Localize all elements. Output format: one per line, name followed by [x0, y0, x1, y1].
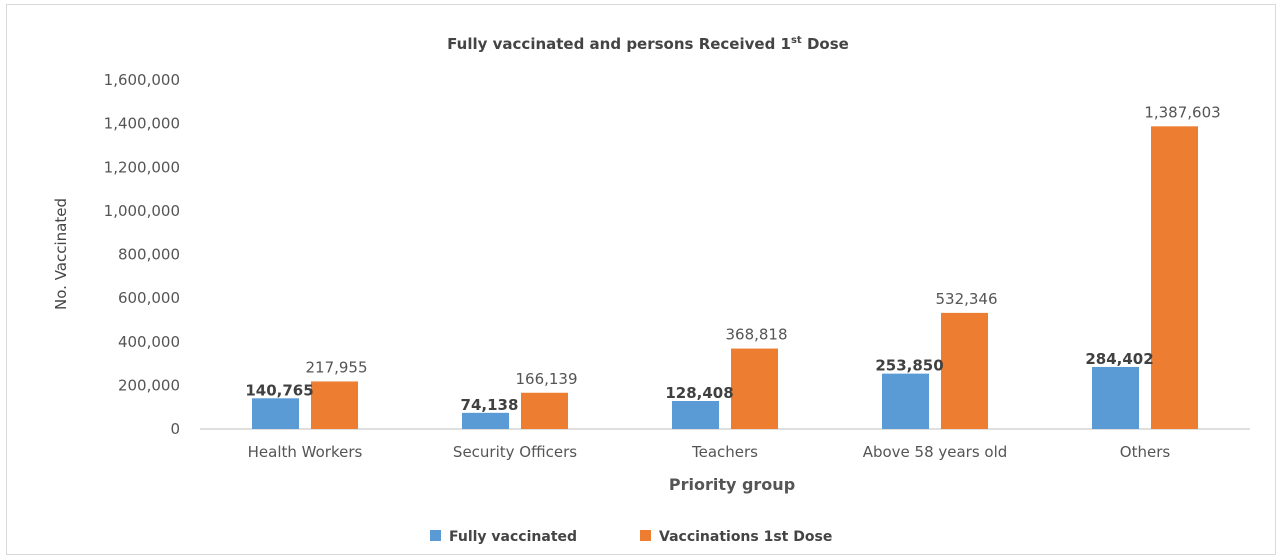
y-axis-title: No. Vaccinated: [52, 198, 70, 310]
data-label-fully-vaccinated: 140,765: [245, 381, 313, 399]
data-labels: 140,765 217,955 74,138 166,139 128,408 368,81…: [245, 103, 1220, 413]
bar-fully-vaccinated: [252, 398, 299, 429]
data-label-first-dose: 368,818: [725, 326, 787, 344]
data-label-fully-vaccinated: 284,402: [1085, 350, 1153, 368]
data-label-first-dose: 166,139: [515, 370, 577, 388]
bars: [252, 126, 1198, 429]
data-label-fully-vaccinated: 128,408: [665, 384, 733, 402]
legend-label: Fully vaccinated: [449, 529, 577, 545]
y-tick-label: 0: [170, 420, 180, 438]
data-label-fully-vaccinated: 253,850: [875, 357, 943, 375]
bar-fully-vaccinated: [672, 400, 719, 429]
data-label-first-dose: 217,955: [305, 358, 367, 376]
x-category-label: Others: [1120, 443, 1171, 461]
legend: Fully vaccinated Vaccinations 1st Dose: [430, 529, 832, 545]
y-tick-label: 1,000,000: [104, 202, 180, 220]
x-axis-title: Priority group: [669, 475, 795, 494]
y-tick-label: 600,000: [118, 289, 180, 307]
bar-first-dose: [731, 348, 778, 429]
data-label-first-dose: 532,346: [935, 290, 997, 308]
bar-fully-vaccinated: [882, 373, 929, 429]
bar-first-dose: [311, 381, 358, 429]
y-tick-label: 800,000: [118, 246, 180, 264]
x-axis: Health Workers Security Officers Teachers A…: [248, 443, 1171, 461]
chart-frame: [6, 4, 1276, 555]
bar-first-dose: [521, 392, 568, 429]
bar-fully-vaccinated: [462, 412, 509, 429]
legend-label: Vaccinations 1st Dose: [659, 529, 832, 545]
bar-first-dose: [1151, 126, 1198, 429]
y-tick-label: 1,400,000: [104, 115, 180, 133]
legend-swatch: [640, 530, 651, 541]
x-category-label: Above 58 years old: [863, 443, 1008, 461]
data-label-fully-vaccinated: 74,138: [461, 396, 519, 414]
y-tick-label: 400,000: [118, 333, 180, 351]
data-label-first-dose: 1,387,603: [1144, 103, 1220, 121]
y-axis: 0 200,000 400,000 600,000 800,000 1,000,000 1,…: [104, 71, 180, 438]
chart-title: Fully vaccinated and persons Received 1s…: [447, 35, 849, 53]
x-category-label: Health Workers: [248, 443, 363, 461]
legend-swatch: [430, 530, 441, 541]
y-tick-label: 1,200,000: [104, 158, 180, 176]
y-tick-label: 1,600,000: [104, 71, 180, 89]
x-category-label: Security Officers: [453, 443, 577, 461]
bar-fully-vaccinated: [1092, 366, 1139, 429]
bar-first-dose: [941, 312, 988, 429]
y-tick-label: 200,000: [118, 376, 180, 394]
x-category-label: Teachers: [691, 443, 758, 461]
